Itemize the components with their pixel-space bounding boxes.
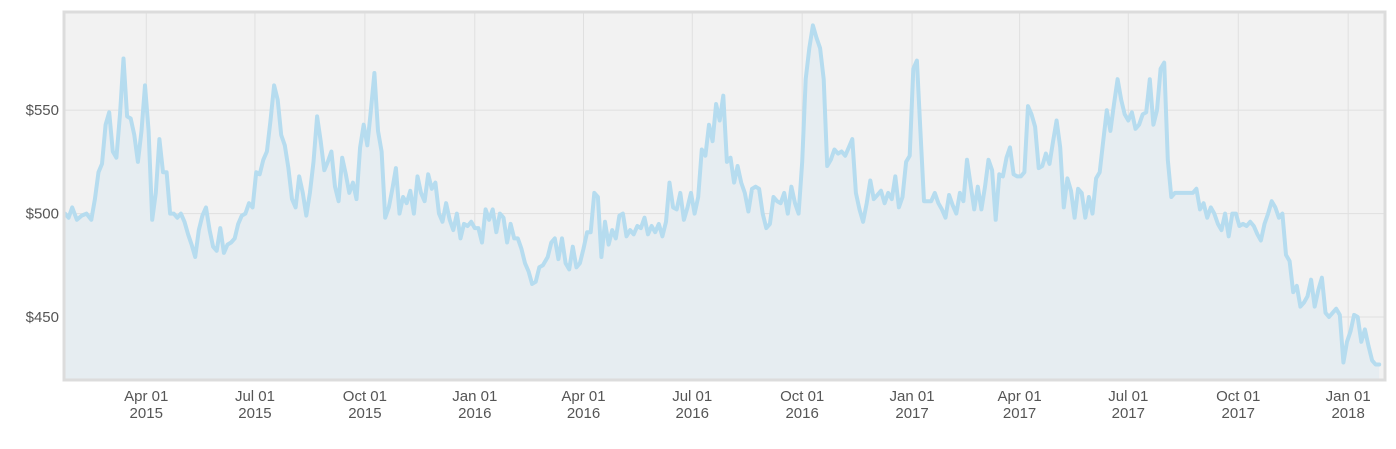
- x-tick-label-year: 2016: [785, 405, 818, 422]
- x-tick-label: Apr 01: [124, 388, 168, 405]
- x-tick-label-year: 2016: [567, 405, 600, 422]
- y-axis-ticks: $450 $500 $550: [26, 102, 59, 326]
- x-tick-label-year: 2015: [348, 405, 381, 422]
- x-tick-label: Jan 01: [890, 388, 935, 405]
- x-tick-label: Apr 01: [561, 388, 605, 405]
- series-line[interactable]: [63, 23, 1382, 367]
- x-tick-label: Jul 01: [235, 388, 275, 405]
- x-tick-label: Jul 01: [672, 388, 712, 405]
- x-tick-label-year: 2017: [1222, 405, 1255, 422]
- x-tick-label-year: 2015: [238, 405, 271, 422]
- plot-frame: [62, 10, 1387, 382]
- x-tick-label: Jan 01: [452, 388, 497, 405]
- x-tick-label-year: 2017: [895, 405, 928, 422]
- x-tick-label-year: 2017: [1003, 405, 1036, 422]
- x-tick-label: Apr 01: [998, 388, 1042, 405]
- x-tick-label-year: 2018: [1331, 405, 1364, 422]
- area-fill: [65, 25, 1380, 380]
- y-tick-label: $450: [26, 309, 59, 326]
- x-tick-label-year: 2017: [1112, 405, 1145, 422]
- x-tick-label: Jan 01: [1326, 388, 1371, 405]
- x-tick-label: Oct 01: [1216, 388, 1260, 405]
- x-tick-label-year: 2016: [676, 405, 709, 422]
- x-tick-label: Oct 01: [343, 388, 387, 405]
- x-tick-label: Jul 01: [1108, 388, 1148, 405]
- x-tick-label: Oct 01: [780, 388, 824, 405]
- x-tick-label-year: 2015: [130, 405, 163, 422]
- y-tick-label: $550: [26, 102, 59, 119]
- x-tick-label-year: 2016: [458, 405, 491, 422]
- y-tick-label: $500: [26, 206, 59, 223]
